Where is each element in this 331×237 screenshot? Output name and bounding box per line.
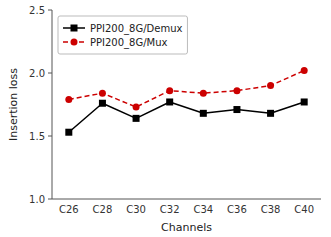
marker bbox=[99, 90, 106, 97]
x-tick-label: C26 bbox=[59, 204, 79, 215]
marker bbox=[65, 96, 72, 103]
x-tick-label: C28 bbox=[93, 204, 113, 215]
y-tick-label: 1.5 bbox=[29, 131, 45, 142]
x-tick-label: C40 bbox=[294, 204, 314, 215]
marker bbox=[200, 90, 207, 97]
x-tick-label: C32 bbox=[160, 204, 180, 215]
marker bbox=[133, 115, 140, 122]
y-tick-label: 2.5 bbox=[29, 5, 45, 16]
y-tick bbox=[48, 73, 52, 74]
y-tick-label: 2.0 bbox=[29, 68, 45, 79]
x-tick-label: C38 bbox=[261, 204, 281, 215]
legend-label: PPI200_8G/Demux bbox=[90, 23, 183, 35]
marker bbox=[233, 87, 240, 94]
series-line bbox=[69, 70, 304, 107]
x-tick-label: C30 bbox=[126, 204, 146, 215]
y-tick bbox=[48, 136, 52, 137]
legend-frame bbox=[58, 16, 187, 54]
plot-area bbox=[65, 67, 307, 136]
background bbox=[0, 0, 331, 237]
legend: PPI200_8G/Demux PPI200_8G/Mux bbox=[58, 16, 187, 54]
marker bbox=[301, 98, 308, 105]
marker bbox=[267, 110, 274, 117]
x-axis-label: Channels bbox=[161, 221, 212, 234]
y-tick bbox=[48, 10, 52, 11]
x-tick-label: C34 bbox=[193, 204, 213, 215]
marker bbox=[166, 87, 173, 94]
y-tick bbox=[48, 199, 52, 200]
marker bbox=[133, 104, 140, 111]
marker bbox=[200, 110, 207, 117]
x-axis-line bbox=[52, 199, 321, 200]
y-axis-label: Insertion loss bbox=[7, 68, 20, 141]
legend-marker bbox=[71, 25, 78, 32]
y-axis-line bbox=[52, 10, 53, 199]
legend-label: PPI200_8G/Mux bbox=[90, 37, 168, 49]
chart-container: 1.0 1.5 2.0 2.5 C26 C28 C30 C32 C34 C36 C38 C40 Chan… bbox=[0, 0, 331, 237]
marker bbox=[267, 82, 274, 89]
marker bbox=[233, 106, 240, 113]
y-tick-label: 1.0 bbox=[29, 194, 45, 205]
marker bbox=[301, 67, 308, 74]
x-tick-label: C36 bbox=[227, 204, 247, 215]
marker bbox=[65, 129, 72, 136]
chart: 1.0 1.5 2.0 2.5 C26 C28 C30 C32 C34 C36 C38 C40 Chan… bbox=[0, 0, 331, 237]
legend-marker bbox=[71, 39, 78, 46]
marker bbox=[99, 100, 106, 107]
marker bbox=[166, 98, 173, 105]
